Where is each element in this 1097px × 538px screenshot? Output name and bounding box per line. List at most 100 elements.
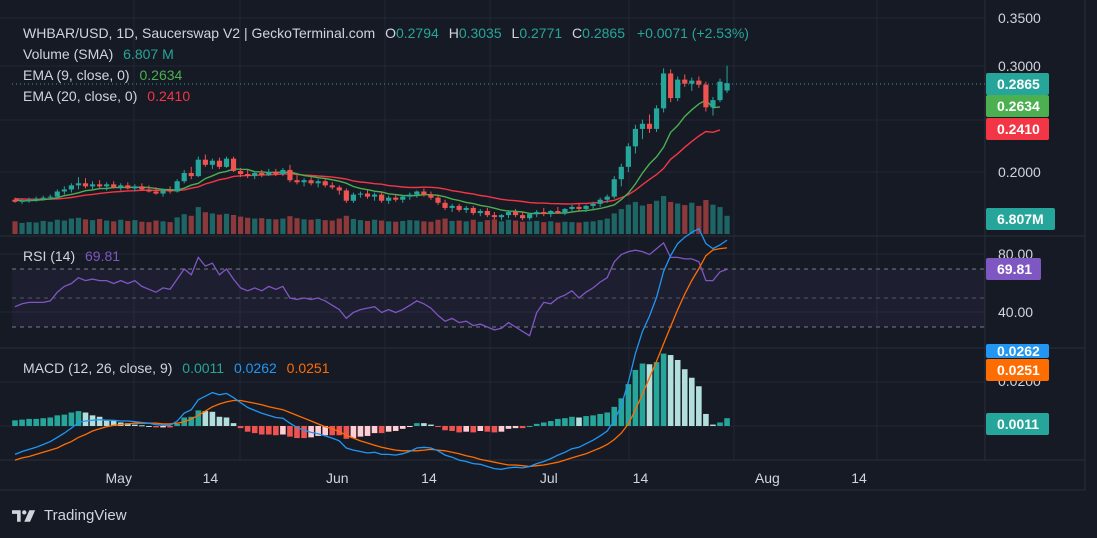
time-tick: 14 [633,470,649,486]
macd-histogram-bar [103,419,110,426]
time-axis[interactable]: May 14 Jun 14 Jul 14 Aug 14 [106,470,867,486]
time-tick: Jun [326,470,349,486]
candle-body [174,181,180,192]
ema20-label: EMA (20, close, 0) [23,88,137,104]
high-value: 0.3035 [459,25,502,41]
volume-bar [195,207,201,234]
ema9-tag-bg [986,95,1049,117]
macd-histogram-bar [548,421,554,426]
candle-body [442,202,448,208]
volume-bar [442,218,448,234]
volume-bar [216,214,223,234]
candle-body [449,205,455,208]
volume-bar [632,201,638,234]
ema9-legend[interactable]: EMA (9, close, 0) 0.2634 [23,67,183,83]
macd-histogram-bar [681,369,688,426]
macd-histogram-bar [322,426,328,436]
candle-body [54,191,60,197]
volume-bar [717,207,723,234]
candle-body [625,146,631,167]
close-value: 0.2865 [582,25,625,41]
candle-body [512,212,519,216]
time-tick: Jul [540,470,558,486]
macd-line-tag-bg [986,344,1049,358]
macd-histogram-bar [407,426,413,427]
volume-bar [682,205,688,234]
volume-bar [470,219,476,234]
candle-body [266,172,272,176]
macd-histogram-bar [576,417,582,426]
macd-histogram-bar [625,384,632,426]
volume-bar [541,222,547,234]
candle-body [675,79,681,99]
candle-body [245,174,251,177]
macd-histogram-bar [540,422,547,426]
candle-body [209,160,215,165]
macd-legend[interactable]: MACD (12, 26, close, 9) 0.0011 0.0262 0.… [23,360,330,376]
macd-histogram-bar [590,415,596,426]
volume-bar [266,218,272,234]
price-axis[interactable]: 0.3500 0.3000 0.2000 [998,10,1041,180]
candle-body [104,184,110,187]
candle-body [689,80,695,84]
volume-bar [174,217,180,234]
volume-bar [343,215,349,234]
volume-bar [329,220,335,234]
candle-body [527,214,533,219]
volume-legend[interactable]: Volume (SMA) 6.807 M [23,46,174,62]
macd-histogram-bar [442,426,448,431]
volume-bar [604,218,610,234]
volume-bar [569,222,575,234]
last-price-tag: 0.2865 [997,76,1040,92]
macd-histogram-bar [491,426,498,433]
candle-body [181,173,187,182]
rsi-axis[interactable]: 80.00 40.00 69.81 [986,246,1041,320]
macd-histogram-bar [343,426,350,439]
candle-body [696,80,702,85]
macd-hist-value: 0.0011 [182,360,224,376]
pane-dividers [0,0,1086,491]
time-tick: Aug [755,470,780,486]
volume-bar [618,209,624,234]
rsi-legend[interactable]: RSI (14) 69.81 [23,248,120,264]
macd-histogram-bar [463,426,469,432]
rsi-value: 69.81 [85,248,120,264]
candle-body [202,159,208,165]
macd-histogram-bar [371,426,378,434]
candle-body [393,197,399,200]
footer[interactable]: TradingView [12,507,127,524]
candle-body [498,215,505,218]
volume-bar [245,217,251,234]
ema20-legend[interactable]: EMA (20, close, 0) 0.2410 [23,88,190,104]
macd-axis[interactable]: 0.0200 0.0262 0.0251 0.0011 [986,343,1049,435]
symbol-title: WHBAR/USD, 1D, Saucerswap V2 | GeckoTerm… [23,25,375,41]
candle-body [230,158,237,171]
macd-histogram-bar [364,426,371,436]
tradingview-logo-icon [12,509,36,522]
candle-body [505,212,512,216]
volume-tag: 6.807M [997,211,1044,227]
ema20-tag: 0.2410 [997,121,1040,137]
time-tick: 14 [203,470,219,486]
volume-bar [75,217,82,234]
macd-histogram-bar [519,426,526,429]
candle-body [125,185,131,189]
volume-bar [710,204,716,234]
volume-bar [393,221,399,234]
macd-histogram-bar [618,398,625,426]
volume-bar [689,202,695,234]
volume-bar [19,222,25,234]
macd-histogram-bar [258,426,265,435]
candle-body [548,211,554,215]
volume-bar [308,219,314,234]
macd-histogram-bar [202,411,209,426]
candle-body [68,185,74,190]
candle-body [661,73,667,109]
rsi-line [14,241,728,337]
macd-histogram-bar [653,362,660,426]
volume-bar [259,218,265,234]
candle-body [294,180,300,183]
candle-body [569,206,575,209]
volume-bar [435,219,441,234]
